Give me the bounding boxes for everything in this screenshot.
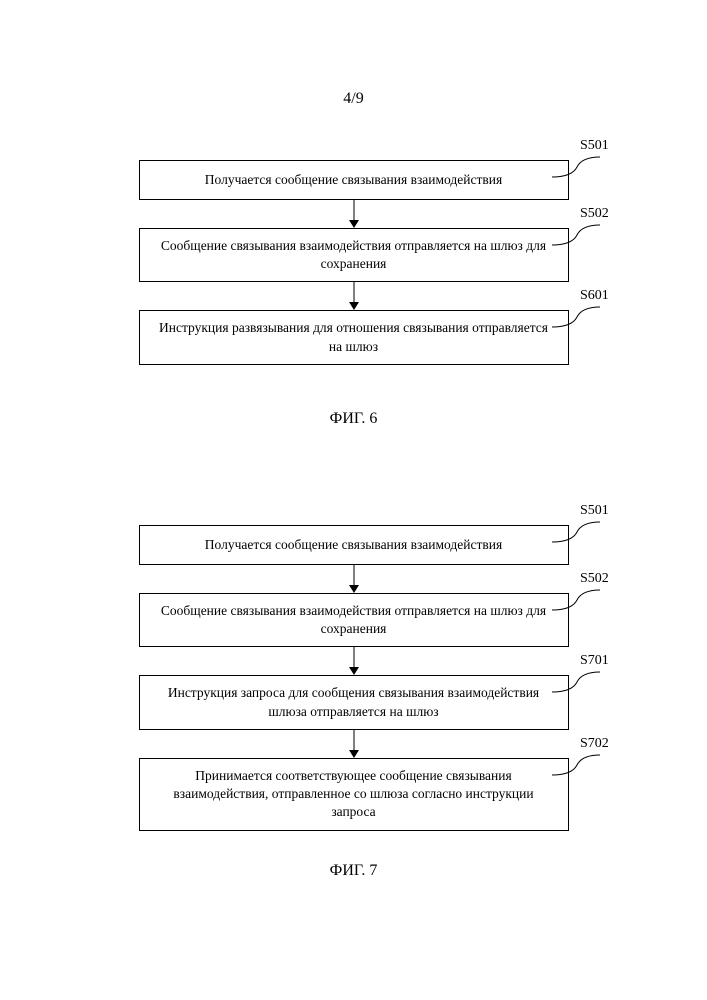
callout-curve-icon: [552, 670, 602, 700]
step-box: Сообщение связывания взаимодействия отпр…: [139, 593, 569, 647]
flow-step: Сообщение связывания взаимодействия отпр…: [0, 593, 707, 647]
arrow-down-icon: [347, 647, 361, 675]
step-box: Сообщение связывания взаимодействия отпр…: [139, 228, 569, 282]
callout-curve-icon: [552, 305, 602, 335]
callout-curve-icon: [552, 223, 602, 253]
page-number: 4/9: [0, 90, 707, 108]
callout-curve-icon: [552, 588, 602, 618]
step-text: Получается сообщение связывания взаимоде…: [205, 536, 502, 554]
flow-step: Получается сообщение связывания взаимоде…: [0, 160, 707, 200]
step-text: Сообщение связывания взаимодействия отпр…: [161, 603, 546, 636]
step-label: S502: [580, 206, 609, 222]
figure-caption: ФИГ. 7: [0, 862, 707, 880]
flow-step: Принимается соответствующее сообщение св…: [0, 758, 707, 831]
step-text: Получается сообщение связывания взаимоде…: [205, 171, 502, 189]
arrow-down-icon: [347, 282, 361, 310]
flow-step: Сообщение связывания взаимодействия отпр…: [0, 228, 707, 282]
step-box: Получается сообщение связывания взаимоде…: [139, 525, 569, 565]
step-label: S501: [580, 138, 609, 154]
step-label: S601: [580, 288, 609, 304]
arrow-down-icon: [347, 565, 361, 593]
step-text: Инструкция развязывания для отношения св…: [159, 320, 548, 353]
flow-step: Инструкция развязывания для отношения св…: [0, 310, 707, 364]
step-label: S502: [580, 571, 609, 587]
flowchart-fig7: Получается сообщение связывания взаимоде…: [0, 525, 707, 831]
figure-caption: ФИГ. 6: [0, 410, 707, 428]
flowchart-fig6: Получается сообщение связывания взаимоде…: [0, 160, 707, 365]
flow-step: Инструкция запроса для сообщения связыва…: [0, 675, 707, 729]
step-label: S501: [580, 503, 609, 519]
callout-curve-icon: [552, 520, 602, 550]
arrow-down-icon: [347, 200, 361, 228]
step-label: S702: [580, 736, 609, 752]
arrow-down-icon: [347, 730, 361, 758]
flow-step: Получается сообщение связывания взаимоде…: [0, 525, 707, 565]
step-text: Сообщение связывания взаимодействия отпр…: [161, 238, 546, 271]
step-box: Инструкция запроса для сообщения связыва…: [139, 675, 569, 729]
step-box: Получается сообщение связывания взаимоде…: [139, 160, 569, 200]
step-text: Принимается соответствующее сообщение св…: [173, 768, 533, 819]
callout-curve-icon: [552, 753, 602, 783]
step-box: Принимается соответствующее сообщение св…: [139, 758, 569, 831]
page: 4/9 Получается сообщение связывания взаи…: [0, 0, 707, 1000]
step-text: Инструкция запроса для сообщения связыва…: [168, 685, 539, 718]
step-label: S701: [580, 653, 609, 669]
step-box: Инструкция развязывания для отношения св…: [139, 310, 569, 364]
callout-curve-icon: [552, 155, 602, 185]
